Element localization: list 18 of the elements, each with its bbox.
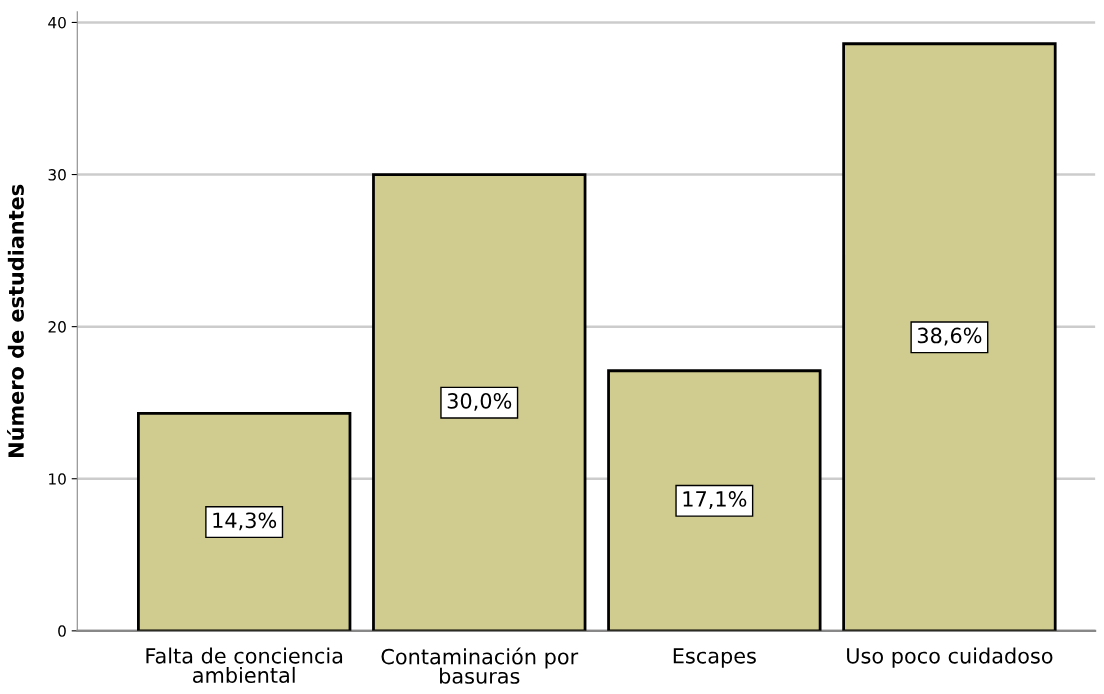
x-tick-label: Escapes [673,648,756,668]
bar [607,369,822,631]
y-tick-label: 20 [48,321,66,333]
y-tick-label: 10 [49,473,66,485]
y-tick-label: 30 [48,169,66,181]
y-axis-title: Número de estudiantes [6,184,24,457]
data-label: 30,0% [447,392,512,411]
y-tick-label: 40 [48,16,66,29]
x-tick-label: Contaminación por basuras [381,647,579,684]
x-tick-label: Falta de conciencia ambiental [146,647,343,684]
y-tick-label: 0 [58,625,66,637]
x-tick-label: Uso poco cuidadoso [847,647,1053,668]
data-label: 14,3% [213,512,277,531]
data-label: 38,6% [917,327,982,346]
data-label: 17,1% [683,491,747,509]
bar [137,411,352,631]
bar [372,173,587,631]
bar [842,42,1057,631]
